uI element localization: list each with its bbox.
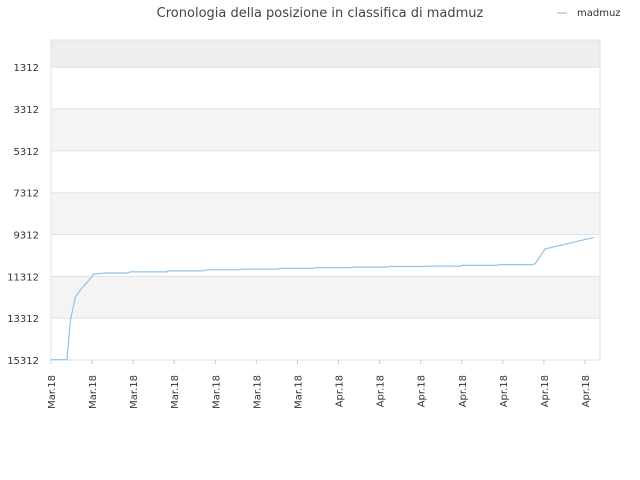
plot-band (51, 40, 600, 68)
x-tick-label: Mar.18 (88, 375, 99, 409)
x-tick-label: Apr.18 (581, 375, 592, 407)
legend[interactable]: madmuz (557, 8, 621, 19)
x-axis: Mar.18 Mar.18 Mar.18 Mar.18 Mar.18 Mar.18 Mar.… (47, 360, 592, 409)
x-tick-label: Mar.18 (252, 375, 263, 409)
plot-band (51, 109, 600, 151)
x-tick-label: Mar.18 (47, 375, 58, 409)
plot-band (51, 192, 600, 235)
x-tick-label: Mar.18 (293, 375, 304, 409)
x-tick-label: Mar.18 (129, 375, 140, 409)
plot-band (51, 276, 600, 319)
x-tick-label: Apr.18 (417, 375, 428, 407)
y-axis: 1312 3312 5312 7312 9312 11312 13312 15312 (7, 63, 39, 367)
x-tick-label: Apr.18 (499, 375, 510, 407)
plot-band (51, 318, 600, 360)
plot-band (51, 67, 600, 110)
y-tick-label: 3312 (14, 105, 39, 116)
x-tick-label: Mar.18 (170, 375, 181, 409)
grid (51, 66, 600, 361)
x-tick-label: Apr.18 (540, 375, 551, 407)
x-tick-label: Apr.18 (458, 375, 469, 407)
chart-title: Cronologia della posizione in classifica… (157, 6, 484, 21)
plot-band (51, 150, 600, 193)
x-tick-label: Apr.18 (335, 375, 346, 407)
plot-background (50, 39, 601, 361)
y-tick-label: 7312 (14, 189, 39, 200)
series-line-madmuz (51, 236, 595, 361)
y-tick-label: 11312 (7, 272, 39, 283)
y-tick-label: 13312 (7, 314, 39, 325)
plot-band (51, 234, 600, 277)
x-tick-label: Mar.18 (211, 375, 222, 409)
legend-label-madmuz: madmuz (577, 8, 621, 19)
x-tick-label: Apr.18 (376, 375, 387, 407)
y-tick-label: 1312 (14, 63, 39, 74)
y-tick-label: 15312 (7, 356, 39, 367)
y-tick-label: 9312 (14, 231, 39, 242)
y-tick-label: 5312 (14, 147, 39, 158)
series-layer (51, 236, 595, 361)
